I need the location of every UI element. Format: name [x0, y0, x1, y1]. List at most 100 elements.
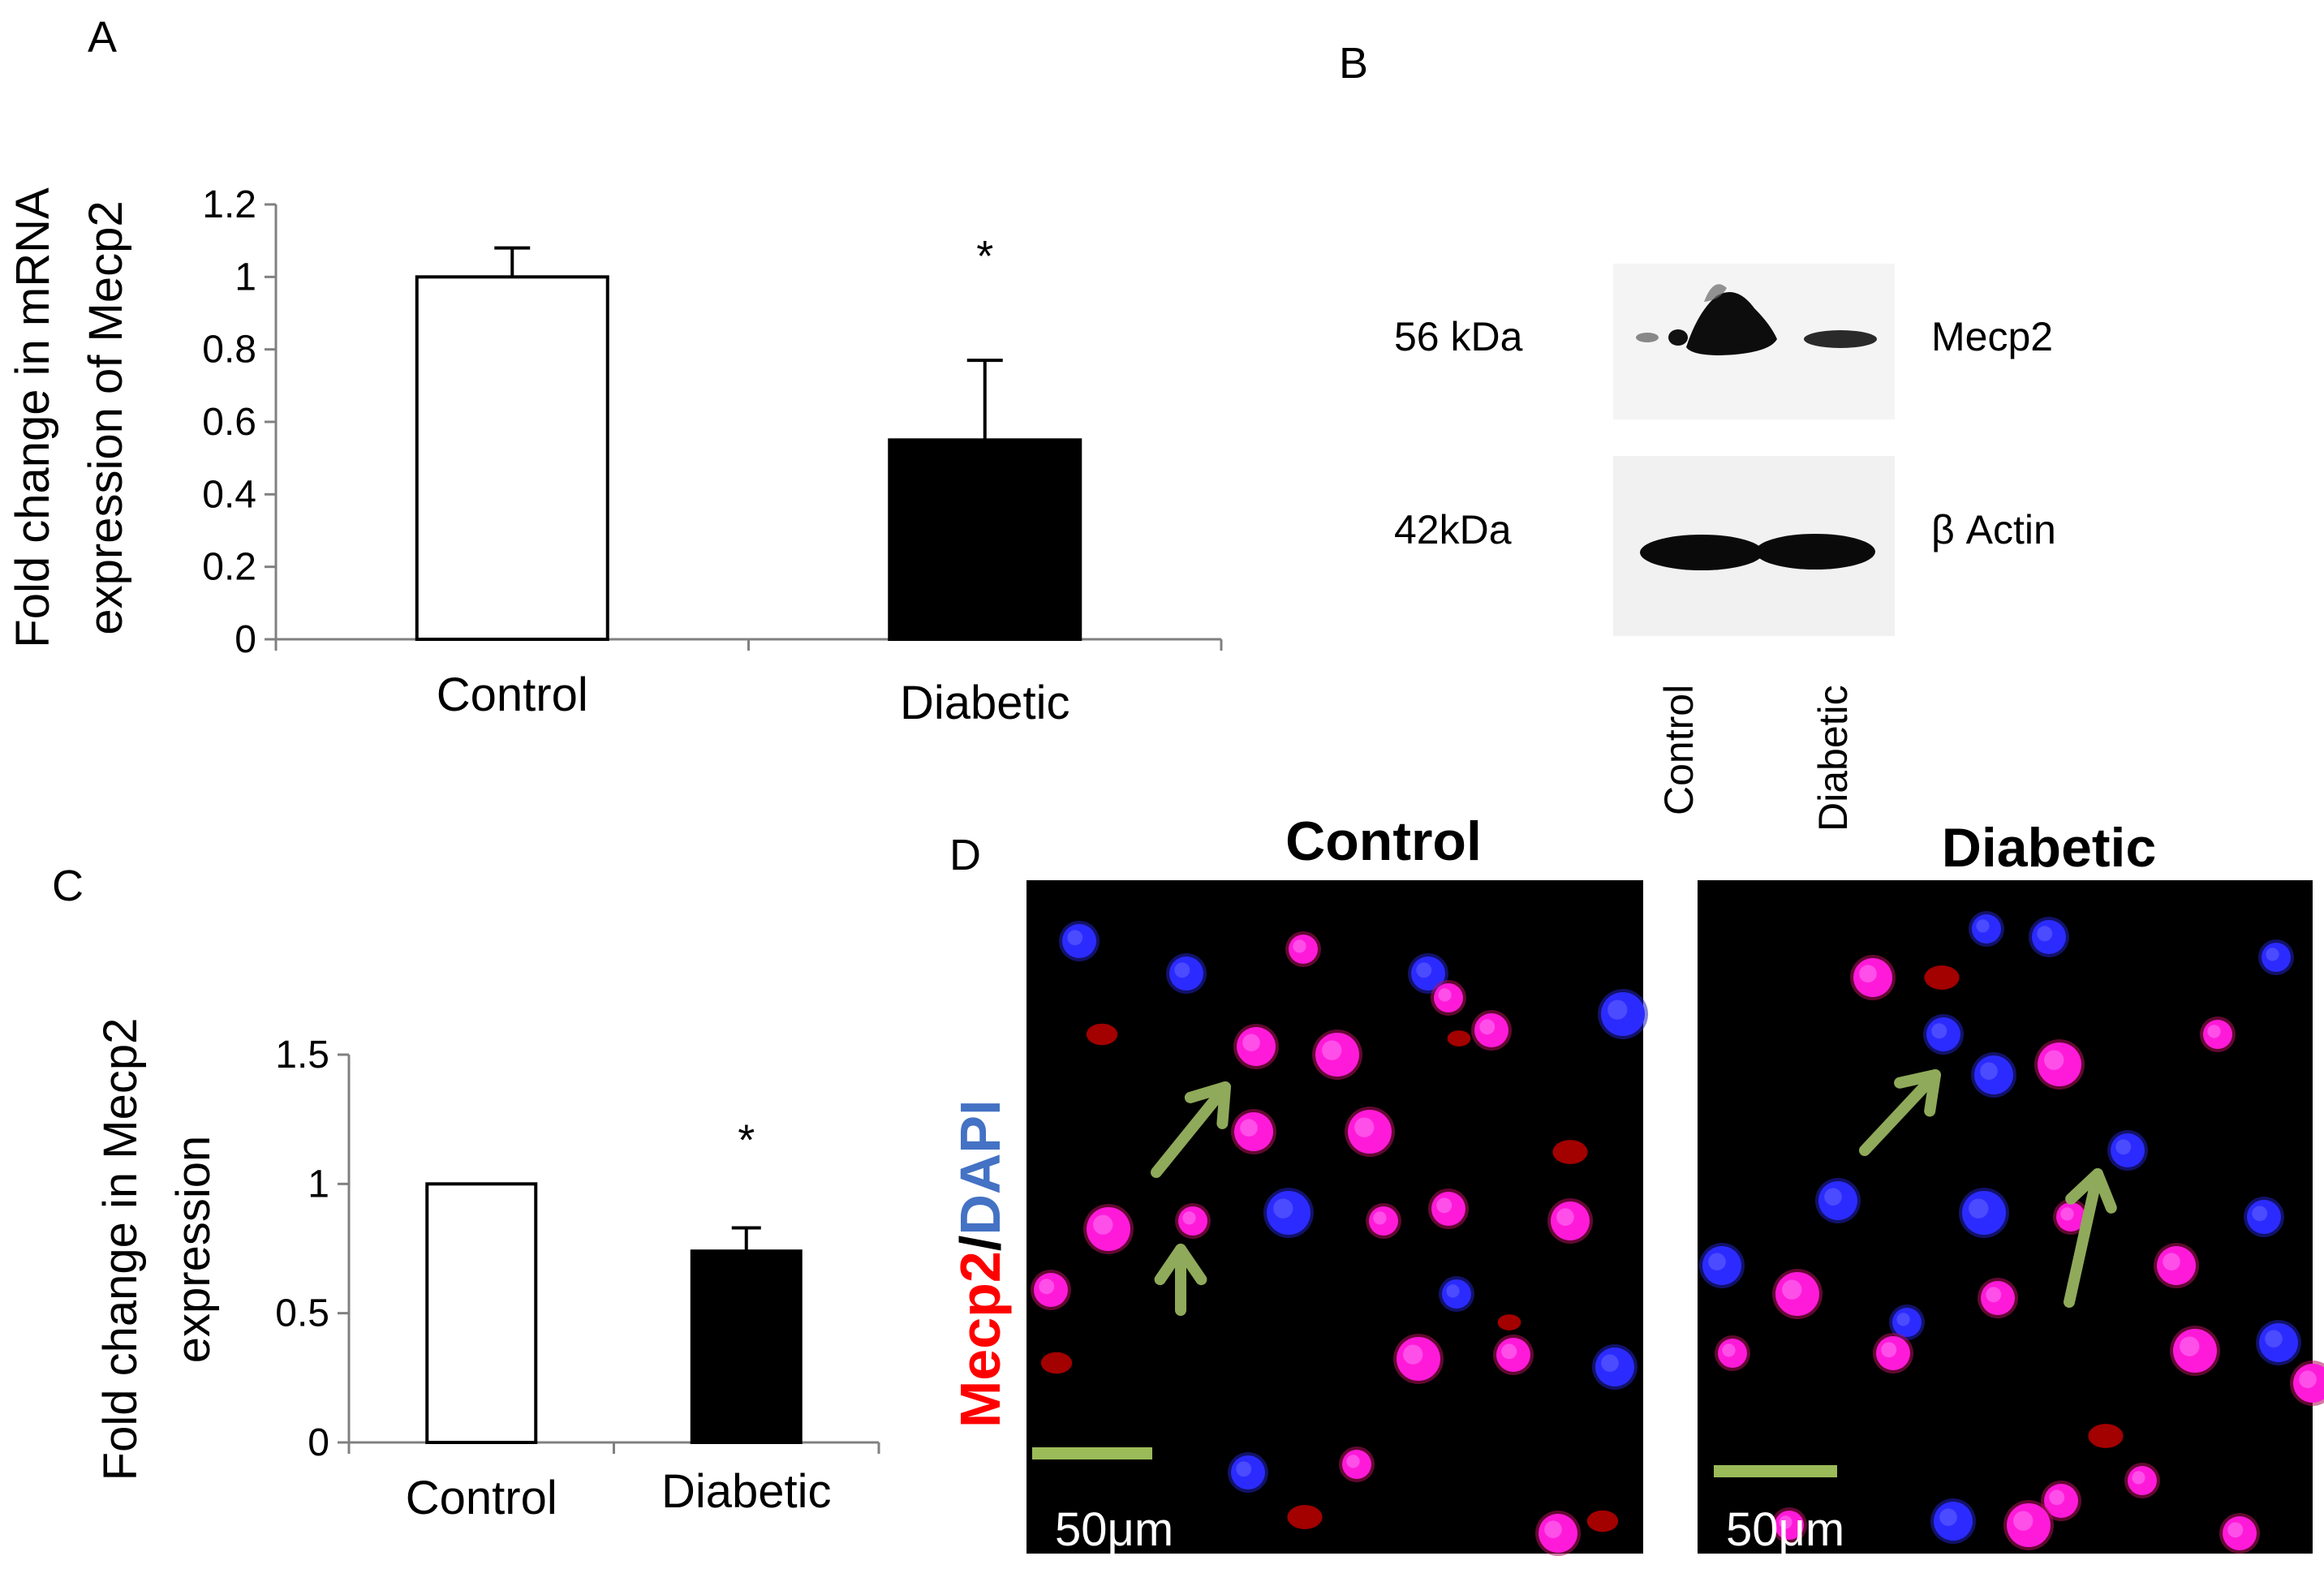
- arrow-head: [1184, 1081, 1231, 1129]
- nucleus-highlight: [1479, 1019, 1496, 1035]
- if-title-diabetic: Diabetic: [1942, 817, 2157, 879]
- chart-c-ytick-label: 1.5: [275, 1034, 329, 1077]
- chart-a-significance-star: *: [976, 232, 993, 281]
- red-speck: [1447, 1030, 1471, 1047]
- nucleus-highlight: [2037, 926, 2053, 942]
- nucleus-highlight: [1976, 919, 1990, 933]
- if-arrows: [1151, 1069, 2117, 1316]
- blot-band-diabetic-mecp2: [1804, 330, 1877, 348]
- nucleus-highlight: [1346, 1455, 1360, 1468]
- chart-a-ytick-label: 0.2: [202, 546, 256, 589]
- chart-a-bar-control: [415, 275, 609, 641]
- blot-band-small: [1668, 329, 1688, 346]
- scale-bar-diabetic: [1714, 1465, 1837, 1477]
- nucleus-highlight: [1556, 1208, 1574, 1226]
- nucleus-highlight: [1859, 965, 1877, 982]
- nucleus-highlight: [1931, 1023, 1947, 1039]
- nucleus-highlight: [1779, 1515, 1792, 1529]
- nucleus-highlight: [1039, 1279, 1055, 1295]
- if-title-control: Control: [1285, 810, 1482, 872]
- chart-c-bar-control: [425, 1182, 538, 1445]
- nucleus-highlight: [2227, 1522, 2244, 1538]
- nucleus-highlight: [1708, 1253, 1726, 1270]
- chart-a-category-label: Diabetic: [900, 677, 1070, 729]
- nucleus-highlight: [1824, 1188, 1842, 1206]
- if-cells-diabetic: [1699, 911, 2324, 1554]
- nucleus-highlight: [1881, 1342, 1897, 1358]
- chart-a-ytick-label: 1.2: [202, 183, 256, 226]
- blot-smear: [1704, 284, 1727, 302]
- red-speck: [1586, 1510, 1619, 1532]
- red-speck: [1086, 1023, 1118, 1046]
- arrow-head: [1154, 1244, 1207, 1286]
- blot-band-diabetic-actin: [1755, 534, 1875, 570]
- nucleus-highlight: [1969, 1198, 1989, 1219]
- chart-c: 0 0.5 1 1.5 Control Diabetic * Fold change in M…: [94, 1018, 880, 1524]
- chart-c-ytick-label: 0.5: [275, 1292, 329, 1335]
- nucleus-highlight: [1980, 1062, 1998, 1080]
- chart-c-bar-diabetic: [690, 1249, 803, 1444]
- panel-letter-b: B: [1339, 39, 1368, 88]
- nucleus-highlight: [1544, 1520, 1562, 1538]
- if-stain-sep: /: [949, 1236, 1012, 1251]
- panel-letter-d: D: [949, 831, 981, 879]
- nucleus-highlight: [1436, 1197, 1452, 1214]
- chart-a-ytick-label: 0.4: [202, 473, 256, 516]
- chart-c-category-label: Diabetic: [661, 1465, 832, 1518]
- nucleus-highlight: [2163, 1253, 2180, 1270]
- nucleus-highlight: [2265, 1330, 2283, 1348]
- arrow-shaft: [1859, 1069, 1941, 1156]
- immunofluorescence: Control Diabetic Mecp2/DAPI 50μm 50μm: [949, 810, 2324, 1556]
- nucleus-highlight: [2207, 1025, 2221, 1038]
- chart-a-ytick-label: 0.8: [202, 329, 256, 372]
- scale-bar-control: [1032, 1447, 1152, 1459]
- nucleus-highlight: [1896, 1313, 1910, 1326]
- scale-label-control: 50μm: [1055, 1503, 1173, 1556]
- nucleus-highlight: [1607, 999, 1628, 1020]
- nucleus-highlight: [1782, 1279, 1802, 1300]
- chart-a-category-label: Control: [437, 668, 588, 721]
- nucleus-highlight: [1939, 1508, 1957, 1526]
- nucleus-highlight: [1182, 1211, 1196, 1225]
- if-stain-blue: DAPI: [949, 1099, 1012, 1235]
- blot-band-control-actin: [1640, 535, 1763, 570]
- chart-c-significance-star: *: [738, 1116, 755, 1165]
- chart-c-y-title-line1: Fold change in Mecp2: [94, 1018, 147, 1481]
- chart-c-y-title: Fold change in Mecp2 expression: [94, 1018, 220, 1481]
- arrow-head: [2065, 1168, 2117, 1214]
- nucleus-highlight: [1986, 1287, 2002, 1303]
- nucleus-highlight: [2132, 1471, 2145, 1485]
- nucleus-highlight: [1446, 1284, 1460, 1298]
- nucleus-highlight: [1093, 1214, 1113, 1235]
- chart-a: 0 0.2 0.4 0.6 0.8 1 1.2 Control Diabetic * Fold ch…: [6, 183, 1223, 729]
- nucleus-highlight: [1501, 1343, 1517, 1360]
- red-speck: [1040, 1352, 1073, 1374]
- if-cells-control: [1031, 921, 1648, 1556]
- nucleus-highlight: [1354, 1117, 1375, 1137]
- nucleus-highlight: [2252, 1206, 2268, 1222]
- nucleus-highlight: [1403, 1344, 1423, 1365]
- nucleus-highlight: [1438, 988, 1452, 1002]
- blot-band-control-mecp2: [1686, 292, 1777, 355]
- nucleus-highlight: [2115, 1139, 2132, 1155]
- nucleus-highlight: [2180, 1336, 2200, 1356]
- red-speck: [1552, 1140, 1588, 1164]
- nucleus-highlight: [2299, 1370, 2317, 1388]
- blot-lane-diabetic: Diabetic: [1810, 685, 1856, 832]
- red-speck: [1924, 965, 1960, 990]
- arrow-shaft: [1151, 1081, 1231, 1178]
- nucleus-highlight: [2013, 1511, 2034, 1531]
- arrow-shaft: [2064, 1168, 2103, 1308]
- nucleus-highlight: [2044, 1050, 2064, 1070]
- if-stain-label: Mecp2/DAPI: [949, 1099, 1012, 1428]
- nucleus-highlight: [2266, 948, 2279, 961]
- chart-c-category-label: Control: [406, 1472, 557, 1524]
- blot-size-56: 56 kDa: [1394, 314, 1523, 359]
- nucleus-highlight: [1236, 1461, 1252, 1477]
- nucleus-highlight: [1067, 930, 1083, 946]
- panel-letter-a: A: [88, 13, 117, 62]
- chart-a-ytick-label: 0: [235, 618, 256, 661]
- blot-band-faint: [1636, 333, 1659, 342]
- blot-lane-control: Control: [1656, 685, 1702, 815]
